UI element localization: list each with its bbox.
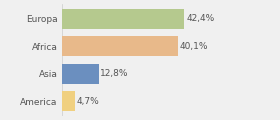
Text: 42,4%: 42,4% — [186, 14, 214, 23]
Bar — [62, 9, 185, 29]
Text: 4,7%: 4,7% — [77, 97, 100, 106]
Text: 12,8%: 12,8% — [101, 69, 129, 78]
Text: 40,1%: 40,1% — [179, 42, 208, 51]
Bar — [62, 36, 178, 56]
Bar — [62, 64, 99, 84]
Bar — [62, 91, 75, 111]
